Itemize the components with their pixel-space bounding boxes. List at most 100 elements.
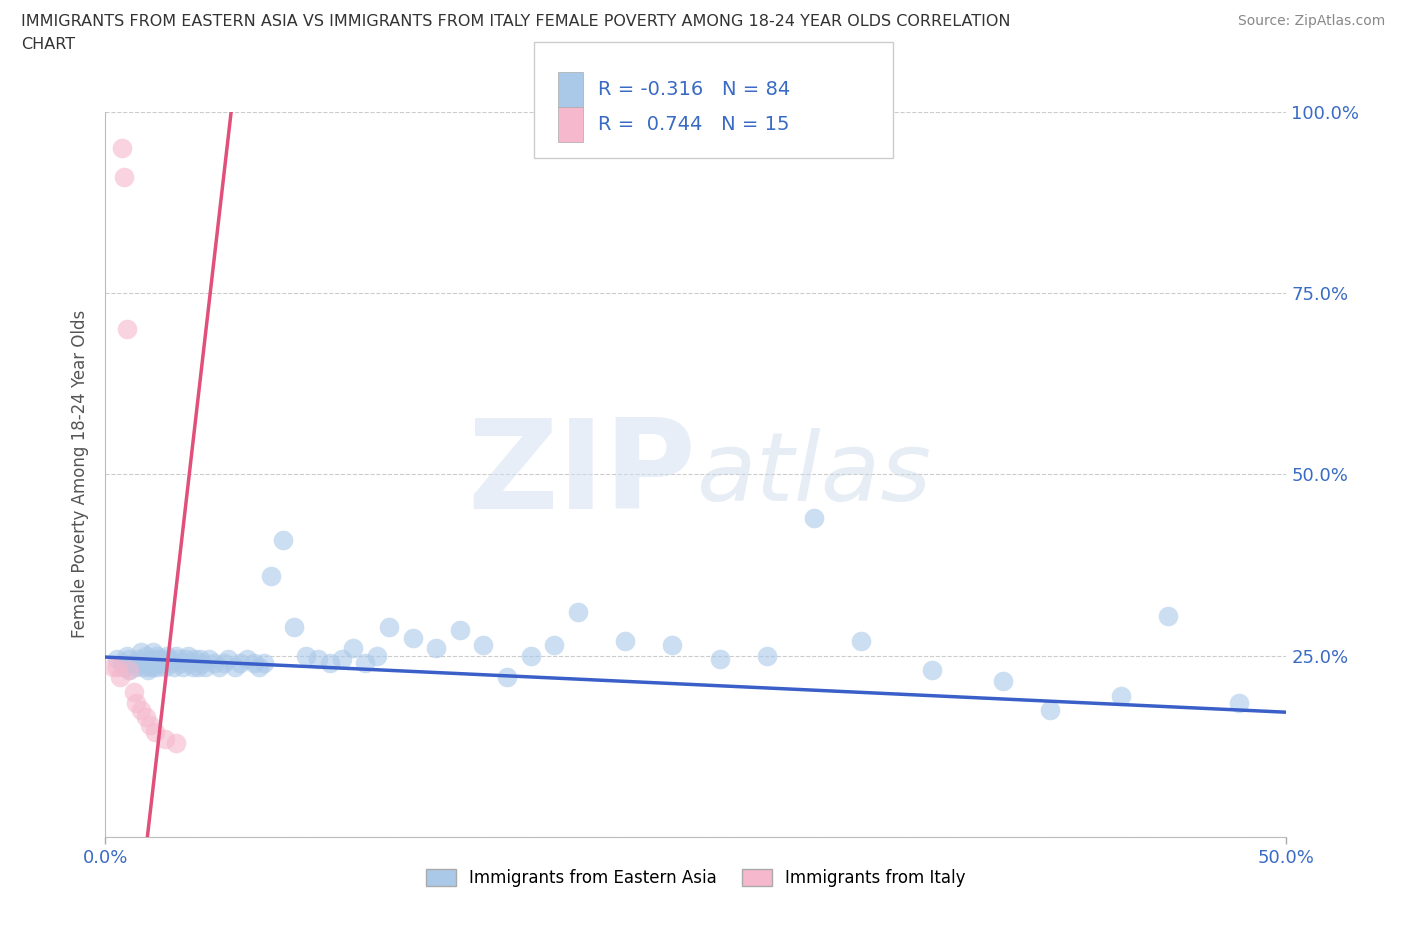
- Point: [132, 659, 155, 674]
- Point: [187, 659, 209, 674]
- Point: [129, 703, 152, 718]
- Point: [135, 710, 157, 724]
- Point: [160, 656, 183, 671]
- Point: [179, 656, 201, 671]
- Point: [165, 648, 187, 663]
- Point: [112, 659, 135, 674]
- Point: [449, 623, 471, 638]
- Point: [342, 641, 364, 656]
- Point: [118, 663, 141, 678]
- Point: [146, 659, 169, 674]
- Point: [153, 659, 176, 674]
- Point: [1039, 703, 1062, 718]
- Point: [401, 631, 423, 645]
- Point: [128, 652, 150, 667]
- Legend: Immigrants from Eastern Asia, Immigrants from Italy: Immigrants from Eastern Asia, Immigrants…: [419, 862, 973, 894]
- Point: [105, 652, 128, 667]
- Point: [243, 656, 266, 671]
- Point: [614, 633, 637, 648]
- Point: [122, 656, 145, 671]
- Point: [115, 648, 138, 663]
- Point: [163, 659, 186, 674]
- Point: [157, 652, 180, 667]
- Point: [202, 656, 225, 671]
- Point: [543, 637, 565, 652]
- Point: [181, 659, 204, 674]
- Point: [111, 656, 134, 671]
- Point: [112, 169, 135, 184]
- Point: [125, 659, 148, 674]
- Text: R =  0.744   N = 15: R = 0.744 N = 15: [598, 115, 789, 134]
- Point: [661, 637, 683, 652]
- Point: [118, 652, 141, 667]
- Point: [188, 652, 211, 667]
- Point: [129, 644, 152, 659]
- Point: [851, 633, 873, 648]
- Text: ZIP: ZIP: [467, 414, 696, 535]
- Point: [177, 648, 200, 663]
- Text: IMMIGRANTS FROM EASTERN ASIA VS IMMIGRANTS FROM ITALY FEMALE POVERTY AMONG 18-24: IMMIGRANTS FROM EASTERN ASIA VS IMMIGRAN…: [21, 14, 1011, 29]
- Point: [921, 663, 943, 678]
- Point: [425, 641, 447, 656]
- Point: [319, 656, 342, 671]
- Point: [803, 511, 825, 525]
- Point: [150, 656, 173, 671]
- Point: [146, 648, 169, 663]
- Point: [1227, 696, 1250, 711]
- Y-axis label: Female Poverty Among 18-24 Year Olds: Female Poverty Among 18-24 Year Olds: [72, 311, 90, 638]
- Text: CHART: CHART: [21, 37, 75, 52]
- Point: [143, 656, 166, 671]
- Point: [260, 568, 283, 583]
- Point: [172, 659, 194, 674]
- Point: [236, 652, 259, 667]
- Point: [217, 652, 239, 667]
- Text: atlas: atlas: [696, 428, 931, 521]
- Point: [165, 736, 187, 751]
- Point: [139, 659, 162, 674]
- Point: [198, 652, 221, 667]
- Point: [378, 619, 401, 634]
- Point: [156, 648, 179, 663]
- Point: [212, 656, 235, 671]
- Point: [1109, 688, 1132, 703]
- Point: [142, 644, 165, 659]
- Point: [1157, 608, 1180, 623]
- Point: [354, 656, 377, 671]
- Point: [307, 652, 329, 667]
- Point: [519, 648, 541, 663]
- Point: [208, 659, 231, 674]
- Point: [111, 140, 134, 155]
- Point: [253, 656, 276, 671]
- Point: [194, 659, 217, 674]
- Text: Source: ZipAtlas.com: Source: ZipAtlas.com: [1237, 14, 1385, 28]
- Point: [125, 696, 148, 711]
- Point: [105, 659, 128, 674]
- Point: [143, 724, 166, 739]
- Point: [115, 322, 138, 337]
- Point: [142, 659, 165, 674]
- Point: [229, 656, 252, 671]
- Point: [191, 656, 214, 671]
- Point: [709, 652, 731, 667]
- Point: [122, 684, 145, 699]
- Point: [167, 652, 190, 667]
- Point: [224, 659, 246, 674]
- Point: [118, 663, 141, 678]
- Text: R = -0.316   N = 84: R = -0.316 N = 84: [598, 80, 790, 99]
- Point: [142, 652, 165, 667]
- Point: [184, 652, 207, 667]
- Point: [136, 656, 159, 671]
- Point: [283, 619, 305, 634]
- Point: [136, 663, 159, 678]
- Point: [472, 637, 495, 652]
- Point: [247, 659, 270, 674]
- Point: [139, 717, 162, 732]
- Point: [170, 656, 193, 671]
- Point: [366, 648, 388, 663]
- Point: [153, 732, 176, 747]
- Point: [271, 532, 294, 547]
- Point: [135, 648, 157, 663]
- Point: [101, 659, 124, 674]
- Point: [174, 652, 197, 667]
- Point: [755, 648, 778, 663]
